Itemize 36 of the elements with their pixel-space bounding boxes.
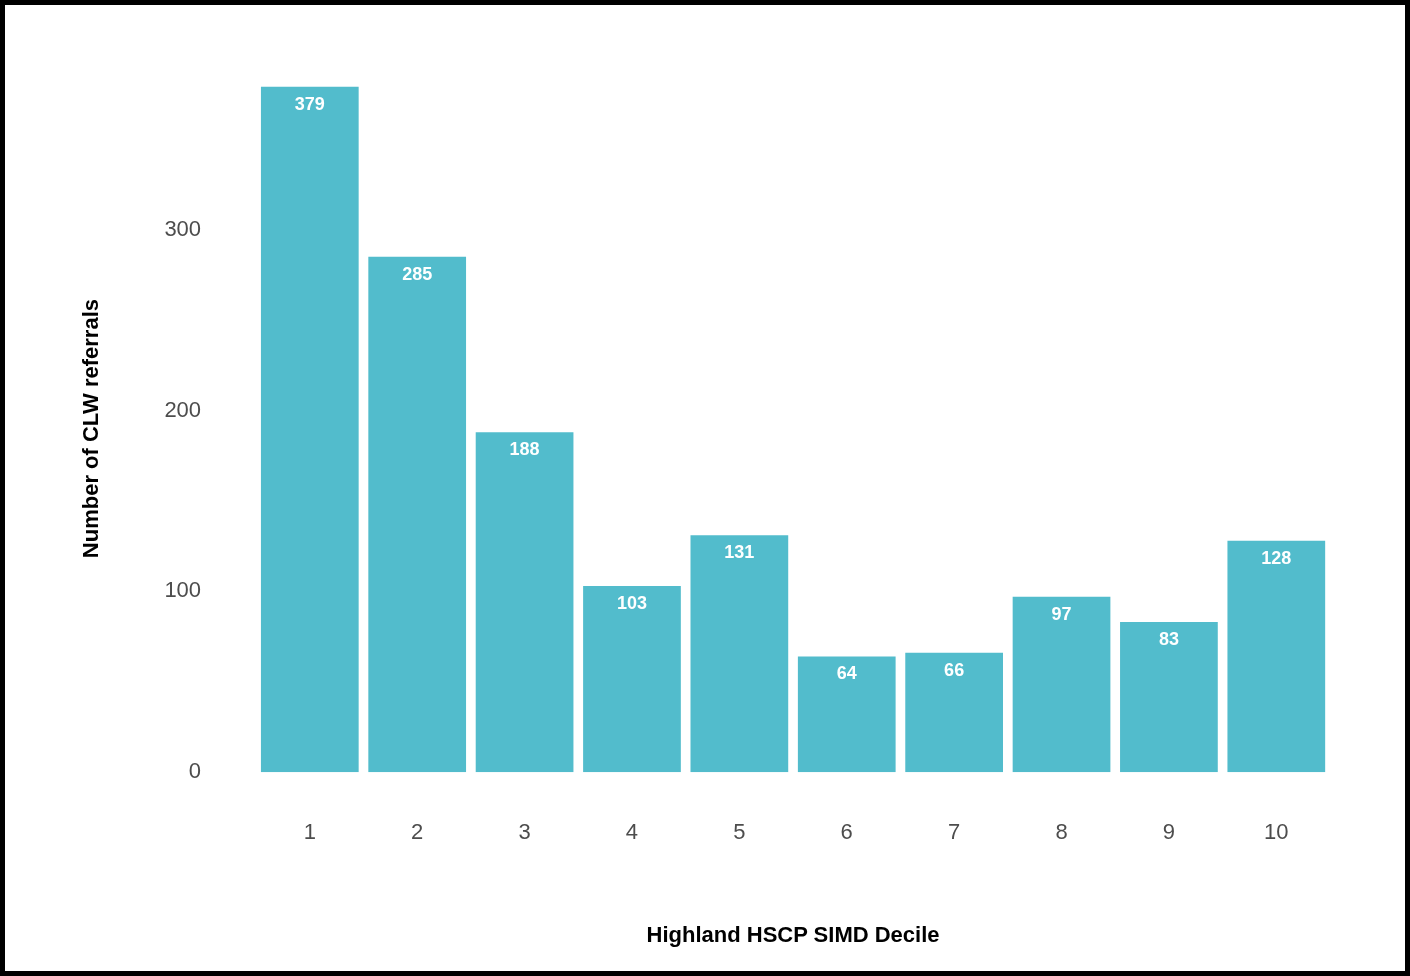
bar — [797, 656, 896, 773]
x-axis-title: Highland HSCP SIMD Decile — [646, 921, 940, 947]
x-tick-label: 8 — [1055, 819, 1068, 845]
x-tick-label: 4 — [625, 819, 639, 845]
x-tick-label: 7 — [948, 819, 961, 845]
y-tick-label: 300 — [164, 215, 202, 241]
data-label: 188 — [509, 439, 540, 460]
x-tick-label: 9 — [1162, 819, 1176, 845]
data-label: 83 — [1158, 629, 1179, 650]
data-label: 97 — [1051, 603, 1072, 624]
bar — [1012, 596, 1111, 773]
data-label: 66 — [944, 659, 965, 680]
x-tick-label: 1 — [303, 819, 316, 845]
data-label: 103 — [616, 592, 647, 613]
x-tick-label: 5 — [733, 819, 746, 845]
bar — [475, 432, 574, 773]
data-label: 128 — [1261, 547, 1292, 568]
y-tick-label: 200 — [164, 396, 202, 422]
bar — [368, 256, 467, 773]
x-tick-label: 10 — [1264, 819, 1289, 845]
y-tick-label: 0 — [188, 758, 202, 784]
x-tick-label: 6 — [840, 819, 853, 845]
y-axis-title: Number of CLW referrals — [78, 299, 104, 559]
bar — [690, 535, 789, 773]
bar — [1120, 622, 1218, 773]
data-label: 64 — [836, 663, 857, 684]
bar — [260, 86, 359, 773]
x-tick-label: 2 — [411, 819, 424, 845]
bar — [905, 652, 1003, 773]
data-label: 379 — [294, 93, 325, 114]
x-tick-label: 3 — [518, 819, 531, 845]
bar — [583, 585, 681, 773]
data-label: 285 — [402, 263, 433, 284]
y-tick-label: 100 — [164, 577, 202, 603]
bar — [1227, 540, 1326, 773]
data-label: 131 — [724, 542, 755, 563]
